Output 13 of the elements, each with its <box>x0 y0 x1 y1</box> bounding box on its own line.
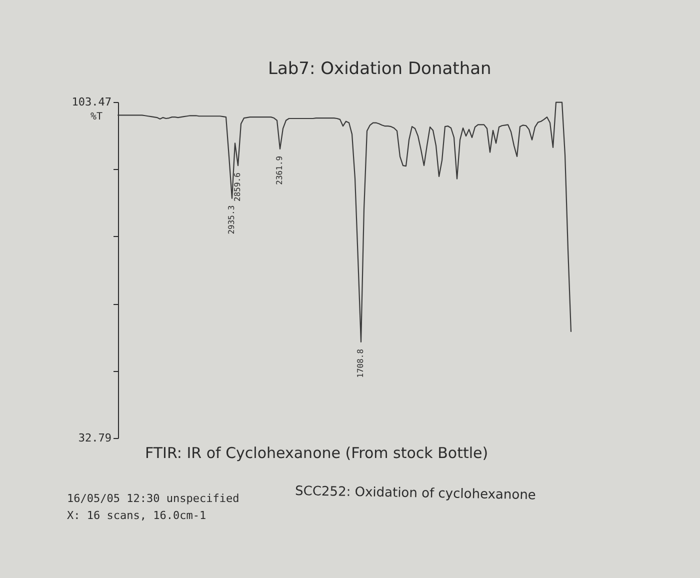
annotation: 2859.6 <box>233 172 242 202</box>
text: SCC252: Oxidation of cyclohexanone <box>294 484 536 504</box>
line-series <box>117 102 572 342</box>
text: 16/05/05 12:30 unspecified <box>67 492 240 505</box>
annotation: 2935.3 <box>227 205 236 234</box>
y-tick-label: 103.47 <box>72 96 112 108</box>
y-tick-label: 32.79 <box>78 432 112 444</box>
annotation: 2361.9 <box>275 156 284 185</box>
y-axis-title: %T <box>90 112 103 122</box>
chart-title: Lab7: Oxidation Donathan <box>268 59 492 79</box>
text: X: 16 scans, 16.0cm-1 <box>67 509 206 522</box>
annotation: 1708.8 <box>356 348 365 378</box>
text: FTIR: IR of Cyclohexanone (From stock Bottle) <box>145 444 488 462</box>
